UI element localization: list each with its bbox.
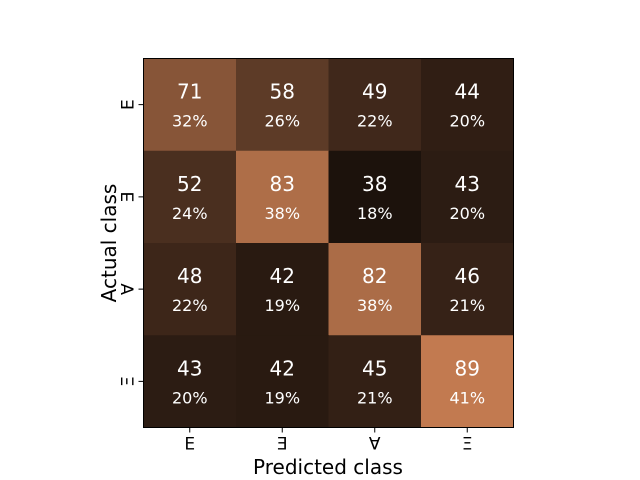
cell-count-r3-c0: 43 [177, 356, 202, 380]
y-axis-title: Actual class [97, 184, 121, 303]
cell-percent-r1-c3: 20% [449, 204, 485, 223]
axis-ticks: Ε Ǝ Ɐ Ξ Ε Ǝ Ɐ Ξ [119, 99, 473, 454]
cell-percent-r2-c2: 38% [357, 296, 393, 315]
cell-count-r0-c3: 44 [455, 80, 480, 104]
cell-percent-r1-c1: 38% [264, 204, 300, 223]
x-tick-label: Ǝ [277, 435, 288, 455]
cell-count-r2-c1: 42 [270, 264, 295, 288]
cell-r3-c2 [328, 335, 422, 428]
cell-count-r1-c2: 38 [362, 172, 387, 196]
cell-count-r0-c1: 58 [270, 80, 295, 104]
cell-r1-c0 [143, 150, 237, 244]
cell-r0-c0 [143, 58, 237, 152]
cell-count-r3-c1: 42 [270, 356, 295, 380]
cell-count-r1-c1: 83 [270, 172, 295, 196]
cell-r3-c3 [421, 335, 514, 428]
cell-r3-c1 [236, 335, 329, 428]
cell-percent-r3-c3: 41% [449, 388, 485, 407]
cell-percent-r3-c0: 20% [172, 388, 208, 407]
cell-percent-r3-c1: 19% [264, 388, 300, 407]
cell-r1-c1 [236, 150, 329, 244]
cell-r0-c3 [421, 58, 514, 152]
x-axis-title: Predicted class [253, 455, 403, 479]
cell-r1-c2 [328, 150, 422, 244]
cell-percent-r3-c2: 21% [357, 388, 393, 407]
cell-count-r0-c0: 71 [177, 80, 202, 104]
matrix-cells: 71 32% 58 26% 49 22% 44 20% 52 24% 83 38% 38 18% 43 20%… [143, 58, 514, 428]
cell-percent-r2-c3: 21% [449, 296, 485, 315]
cell-r2-c0 [143, 243, 237, 336]
x-tick-label: Ξ [462, 435, 473, 455]
cell-count-r2-c2: 82 [362, 264, 387, 288]
cell-percent-r2-c1: 19% [264, 296, 300, 315]
cell-count-r1-c0: 52 [177, 172, 202, 196]
cell-count-r3-c3: 89 [455, 356, 480, 380]
cell-count-r2-c3: 46 [455, 264, 480, 288]
cell-count-r1-c3: 43 [455, 172, 480, 196]
cell-r2-c3 [421, 243, 514, 336]
cell-r3-c0 [143, 335, 237, 428]
cell-r1-c3 [421, 150, 514, 244]
cell-r0-c2 [328, 58, 422, 152]
cell-percent-r1-c0: 24% [172, 204, 208, 223]
cell-count-r2-c0: 48 [177, 264, 202, 288]
cell-percent-r0-c1: 26% [264, 112, 300, 131]
cell-r2-c2 [328, 243, 422, 336]
cell-r2-c1 [236, 243, 329, 336]
cell-count-r0-c2: 49 [362, 80, 387, 104]
cell-percent-r0-c0: 32% [172, 112, 208, 131]
cell-percent-r0-c2: 22% [357, 112, 393, 131]
cell-r0-c1 [236, 58, 329, 152]
cell-count-r3-c2: 45 [362, 356, 387, 380]
y-tick-label: Ξ [119, 376, 139, 387]
x-tick-label: Ε [184, 435, 195, 455]
cell-percent-r0-c3: 20% [449, 112, 485, 131]
cell-percent-r2-c0: 22% [172, 296, 208, 315]
plot-frame [143, 58, 514, 428]
y-tick-label: Ɐ [119, 283, 139, 295]
x-tick-label: Ɐ [369, 435, 381, 455]
y-tick-label: Ε [119, 99, 139, 110]
y-tick-label: Ǝ [119, 192, 139, 203]
cell-percent-r1-c2: 18% [357, 204, 393, 223]
